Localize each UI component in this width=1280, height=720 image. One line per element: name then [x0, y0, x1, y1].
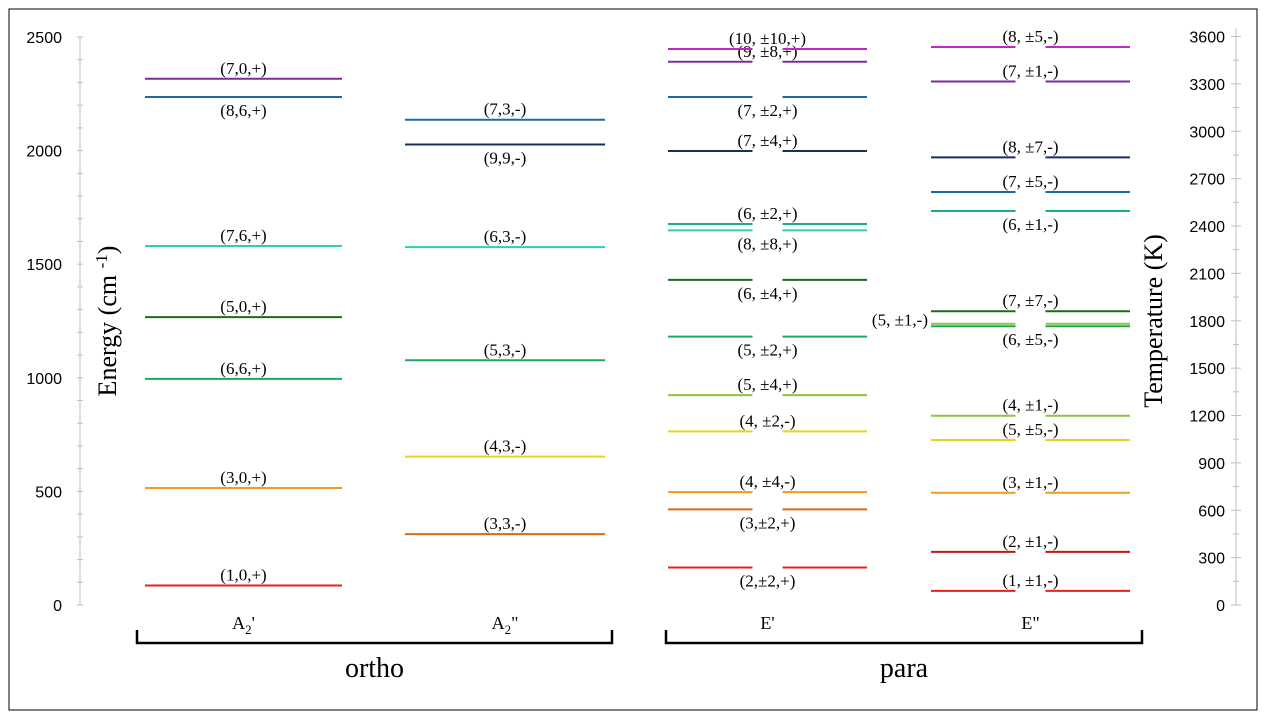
- energy-level-label: (7, ±4,+): [738, 131, 798, 150]
- energy-level-label: (6,6,+): [220, 359, 266, 378]
- group-bracket: [664, 630, 1144, 645]
- energy-level-label: (2, ±1,-): [1002, 532, 1058, 551]
- right-axis: 0 300 600 900 1200 1500 1800 2100 2400 2700 3000 33…: [1139, 28, 1241, 615]
- right-tick-label: 3000: [1189, 124, 1225, 141]
- left-tick-label: 2500: [26, 30, 62, 47]
- right-tick-label: 3600: [1189, 30, 1225, 47]
- energy-level-label: (1, ±1,-): [1002, 571, 1058, 590]
- energy-level-label: (3,3,-): [484, 514, 526, 533]
- category-axis: A2' A2" E' E" ortho para: [135, 613, 1144, 684]
- energy-level-label: (10, ±10,+): [729, 29, 806, 48]
- energy-level-label: (7, ±7,-): [1002, 291, 1058, 310]
- energy-level-label: (6, ±1,-): [1002, 215, 1058, 234]
- group-label: para: [880, 653, 929, 684]
- left-tick-label: 2000: [26, 144, 62, 161]
- energy-level-label: (5,0,+): [220, 297, 266, 316]
- energy-level-label: (7,3,-): [484, 100, 526, 119]
- energy-level-label: (6, ±5,-): [1002, 330, 1058, 349]
- right-tick-label: 1500: [1189, 361, 1225, 378]
- right-tick-label: 300: [1198, 551, 1225, 568]
- energy-level-label: (4, ±4,-): [739, 472, 795, 491]
- right-tick-label: 1200: [1189, 409, 1225, 426]
- energy-level-label: (8, ±7,-): [1002, 137, 1058, 156]
- category-label: A2': [232, 613, 255, 637]
- right-tick-label: 2700: [1189, 172, 1225, 189]
- energy-level-label: (6, ±2,+): [738, 204, 798, 223]
- energy-level-label: (5,3,-): [484, 340, 526, 359]
- group-bracket: [135, 630, 614, 645]
- right-tick-label: 2400: [1189, 219, 1225, 236]
- energy-level-label: (7, ±5,-): [1002, 172, 1058, 191]
- right-tick-label: 3300: [1189, 77, 1225, 94]
- y-axis-title: Energy (cm -1): [92, 246, 122, 397]
- energy-level-label: (9,9,-): [484, 148, 526, 167]
- energy-level-label: (9, ±8,+): [738, 42, 798, 61]
- energy-level-label: (7,0,+): [220, 59, 266, 78]
- right-tick-label: 600: [1198, 503, 1225, 520]
- energy-level-label: (3, ±1,-): [1002, 473, 1058, 492]
- category-label: E': [760, 613, 774, 633]
- energy-level-label: (6, ±4,+): [738, 284, 798, 303]
- energy-level-label: (4, ±1,-): [1002, 396, 1058, 415]
- energy-level-label: (7,6,+): [220, 226, 266, 245]
- energy-level-label: (4, ±2,-): [739, 411, 795, 430]
- right-tick-label: 900: [1198, 456, 1225, 473]
- energy-level-label: (3,0,+): [220, 468, 266, 487]
- energy-level-label: (4,3,-): [484, 437, 526, 456]
- right-tick-label: 1800: [1189, 314, 1225, 331]
- y2-axis-title: Temperature (K): [1139, 234, 1168, 408]
- left-tick-label: 0: [53, 598, 62, 615]
- left-tick-label: 1000: [26, 371, 62, 388]
- energy-level-label: (8,6,+): [220, 101, 266, 120]
- energy-level-label: (5, ±5,-): [1002, 420, 1058, 439]
- energy-level-label: (8, ±8,+): [738, 234, 798, 253]
- energy-level-label: (6,3,-): [484, 227, 526, 246]
- energy-level-label: (7, ±1,-): [1002, 62, 1058, 81]
- energy-level-label: (1,0,+): [220, 565, 266, 584]
- left-axis: 0 500 1000 1500 2000 2500 Energy (cm -1): [26, 30, 122, 615]
- right-tick-label: 0: [1216, 598, 1225, 615]
- energy-level-label: (8, ±5,-): [1002, 27, 1058, 46]
- energy-level-label: (5, ±4,+): [738, 375, 798, 394]
- left-tick-label: 500: [35, 484, 62, 501]
- category-label: A2": [492, 613, 519, 637]
- chart-frame: [8, 8, 1258, 711]
- energy-levels: (1,0,+) (3,0,+) (6,6,+) (5,0,+) (7,6,+) (8,6,…: [145, 27, 1130, 592]
- group-label: ortho: [345, 653, 404, 684]
- energy-level-label: (5, ±1,-): [872, 311, 928, 330]
- energy-level-label: (2,±2,+): [740, 572, 796, 591]
- energy-level-label: (7, ±2,+): [738, 101, 798, 120]
- energy-level-label: (3,±2,+): [740, 513, 796, 532]
- right-tick-label: 2100: [1189, 266, 1225, 283]
- left-tick-label: 1500: [26, 257, 62, 274]
- category-label: E": [1021, 613, 1039, 633]
- energy-level-label: (5, ±2,+): [738, 341, 798, 360]
